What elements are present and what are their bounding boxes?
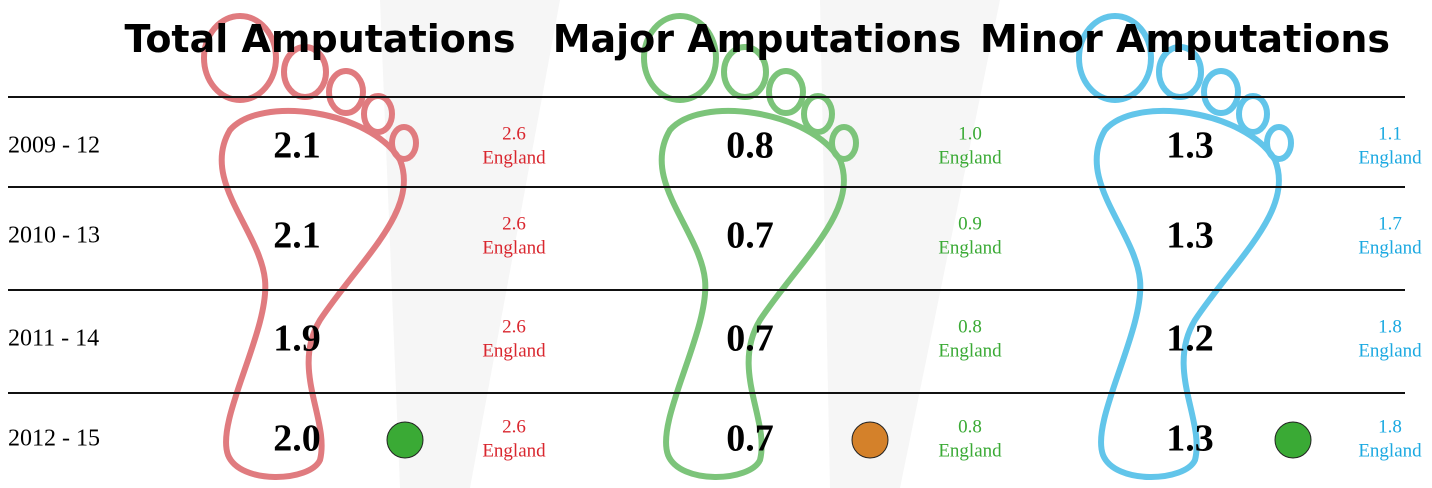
england-label: England <box>938 340 1002 361</box>
england-value: 2.6 <box>502 316 526 337</box>
column-header: Major Amputations <box>553 17 962 61</box>
value: 1.9 <box>273 318 321 360</box>
period-label: 2009 - 12 <box>8 133 100 159</box>
england-value: 1.1 <box>1378 123 1402 144</box>
value: 1.3 <box>1166 215 1214 257</box>
period-label: 2012 - 15 <box>8 426 100 452</box>
status-indicator <box>1275 422 1311 458</box>
england-label: England <box>1358 237 1422 258</box>
england-value: 2.6 <box>502 213 526 234</box>
england-value: 0.9 <box>958 213 982 234</box>
england-label: England <box>482 440 546 461</box>
england-value: 2.6 <box>502 416 526 437</box>
england-label: England <box>938 237 1002 258</box>
england-value: 2.6 <box>502 123 526 144</box>
england-label: England <box>1358 147 1422 168</box>
column-header: Minor Amputations <box>980 17 1390 61</box>
value: 0.8 <box>726 125 774 167</box>
value: 2.1 <box>273 215 321 257</box>
value: 2.0 <box>273 418 321 460</box>
value: 1.3 <box>1166 418 1214 460</box>
england-value: 1.0 <box>958 123 982 144</box>
england-value: 1.8 <box>1378 316 1402 337</box>
england-label: England <box>482 147 546 168</box>
england-label: England <box>482 340 546 361</box>
status-indicator <box>852 422 888 458</box>
england-label: England <box>938 440 1002 461</box>
england-label: England <box>938 147 1002 168</box>
england-label: England <box>482 237 546 258</box>
england-value: 0.8 <box>958 416 982 437</box>
england-value: 1.8 <box>1378 416 1402 437</box>
value: 0.7 <box>726 418 774 460</box>
infographic: Total Amputations Major Amputations Minor … <box>0 0 1432 488</box>
period-label: 2010 - 13 <box>8 223 100 249</box>
value: 0.7 <box>726 318 774 360</box>
content: Total Amputations Major Amputations Minor … <box>8 17 1422 461</box>
status-indicator <box>387 422 423 458</box>
value: 2.1 <box>273 125 321 167</box>
england-label: England <box>1358 340 1422 361</box>
value: 1.3 <box>1166 125 1214 167</box>
value: 1.2 <box>1166 318 1214 360</box>
period-label: 2011 - 14 <box>8 326 99 352</box>
value: 0.7 <box>726 215 774 257</box>
column-header: Total Amputations <box>124 17 515 61</box>
england-value: 1.7 <box>1378 213 1402 234</box>
england-value: 0.8 <box>958 316 982 337</box>
england-label: England <box>1358 440 1422 461</box>
